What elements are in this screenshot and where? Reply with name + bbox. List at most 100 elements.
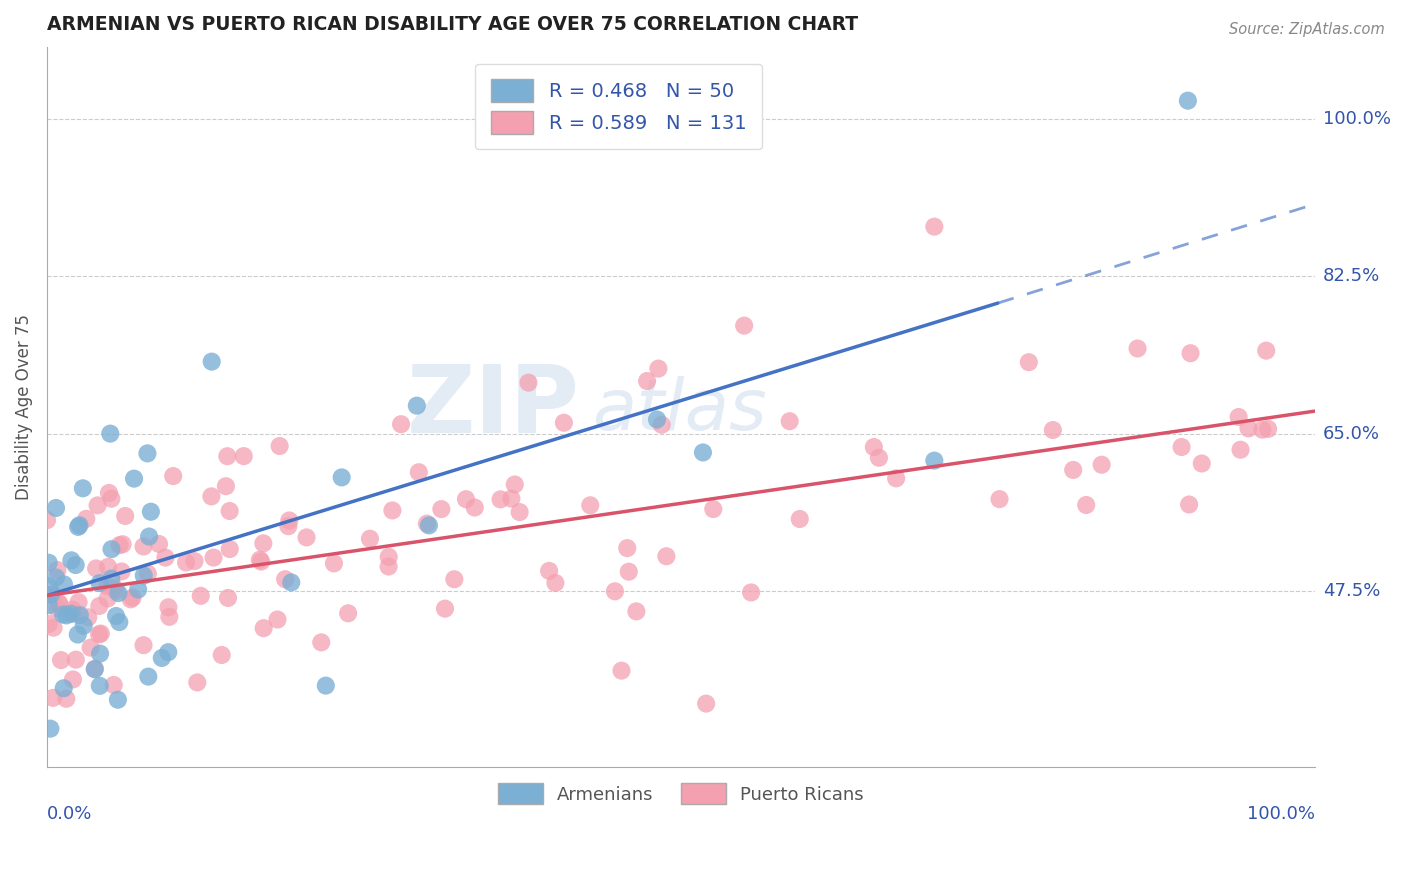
- Point: [136, 446, 159, 460]
- Legend: Armenians, Puerto Ricans: Armenians, Puerto Ricans: [491, 776, 872, 812]
- Text: 47.5%: 47.5%: [1323, 582, 1381, 600]
- Point: [277, 519, 299, 533]
- Point: [65, 653, 87, 667]
- Point: [377, 549, 399, 564]
- Point: [66, 627, 89, 641]
- Point: [65, 558, 87, 572]
- Point: [311, 635, 333, 649]
- Point: [617, 565, 640, 579]
- Point: [62, 673, 84, 687]
- Point: [1170, 440, 1192, 454]
- Point: [111, 537, 134, 551]
- Point: [132, 568, 155, 582]
- Point: [89, 576, 111, 591]
- Point: [218, 504, 240, 518]
- Point: [218, 542, 240, 557]
- Point: [337, 607, 360, 621]
- Text: 0.0%: 0.0%: [46, 805, 93, 823]
- Point: [509, 505, 531, 519]
- Point: [1177, 94, 1199, 108]
- Point: [98, 486, 121, 500]
- Point: [1180, 346, 1202, 360]
- Point: [48, 596, 70, 610]
- Point: [89, 647, 111, 661]
- Point: [464, 500, 486, 515]
- Point: [553, 416, 575, 430]
- Point: [405, 399, 427, 413]
- Point: [733, 318, 755, 333]
- Point: [89, 599, 111, 613]
- Point: [1178, 498, 1201, 512]
- Point: [454, 492, 477, 507]
- Point: [87, 627, 110, 641]
- Point: [60, 607, 83, 621]
- Text: 65.0%: 65.0%: [1323, 425, 1381, 442]
- Point: [190, 589, 212, 603]
- Point: [1091, 458, 1114, 472]
- Point: [217, 449, 239, 463]
- Point: [90, 626, 112, 640]
- Point: [1251, 423, 1274, 437]
- Point: [359, 532, 381, 546]
- Point: [67, 520, 90, 534]
- Point: [174, 556, 197, 570]
- Point: [73, 618, 96, 632]
- Point: [103, 581, 125, 595]
- Point: [863, 440, 886, 454]
- Point: [107, 586, 129, 600]
- Point: [39, 722, 62, 736]
- Point: [1257, 422, 1279, 436]
- Point: [443, 572, 465, 586]
- Point: [626, 604, 648, 618]
- Point: [517, 376, 540, 390]
- Point: [215, 479, 238, 493]
- Point: [49, 653, 72, 667]
- Point: [924, 219, 946, 234]
- Point: [67, 595, 90, 609]
- Point: [416, 516, 439, 531]
- Point: [52, 681, 75, 696]
- Point: [1191, 457, 1213, 471]
- Point: [52, 607, 75, 622]
- Point: [538, 564, 561, 578]
- Point: [1256, 343, 1278, 358]
- Point: [98, 426, 121, 441]
- Point: [110, 565, 132, 579]
- Point: [162, 469, 184, 483]
- Point: [544, 575, 567, 590]
- Point: [315, 679, 337, 693]
- Point: [278, 513, 301, 527]
- Point: [211, 648, 233, 662]
- Point: [503, 477, 526, 491]
- Point: [127, 582, 149, 597]
- Point: [418, 518, 440, 533]
- Point: [884, 471, 907, 485]
- Point: [740, 585, 762, 599]
- Point: [183, 554, 205, 568]
- Point: [107, 692, 129, 706]
- Point: [1229, 442, 1251, 457]
- Point: [42, 621, 65, 635]
- Point: [35, 513, 58, 527]
- Point: [269, 439, 291, 453]
- Y-axis label: Disability Age Over 75: Disability Age Over 75: [15, 314, 32, 500]
- Point: [430, 502, 453, 516]
- Point: [645, 412, 668, 426]
- Point: [155, 550, 177, 565]
- Point: [45, 570, 67, 584]
- Point: [1076, 498, 1098, 512]
- Point: [72, 481, 94, 495]
- Point: [136, 670, 159, 684]
- Point: [84, 561, 107, 575]
- Text: 82.5%: 82.5%: [1323, 267, 1381, 285]
- Point: [647, 361, 669, 376]
- Point: [100, 542, 122, 557]
- Point: [1126, 342, 1149, 356]
- Point: [323, 557, 346, 571]
- Text: Source: ZipAtlas.com: Source: ZipAtlas.com: [1229, 22, 1385, 37]
- Point: [651, 417, 673, 432]
- Point: [249, 553, 271, 567]
- Point: [100, 491, 122, 506]
- Point: [108, 615, 131, 629]
- Point: [38, 579, 60, 593]
